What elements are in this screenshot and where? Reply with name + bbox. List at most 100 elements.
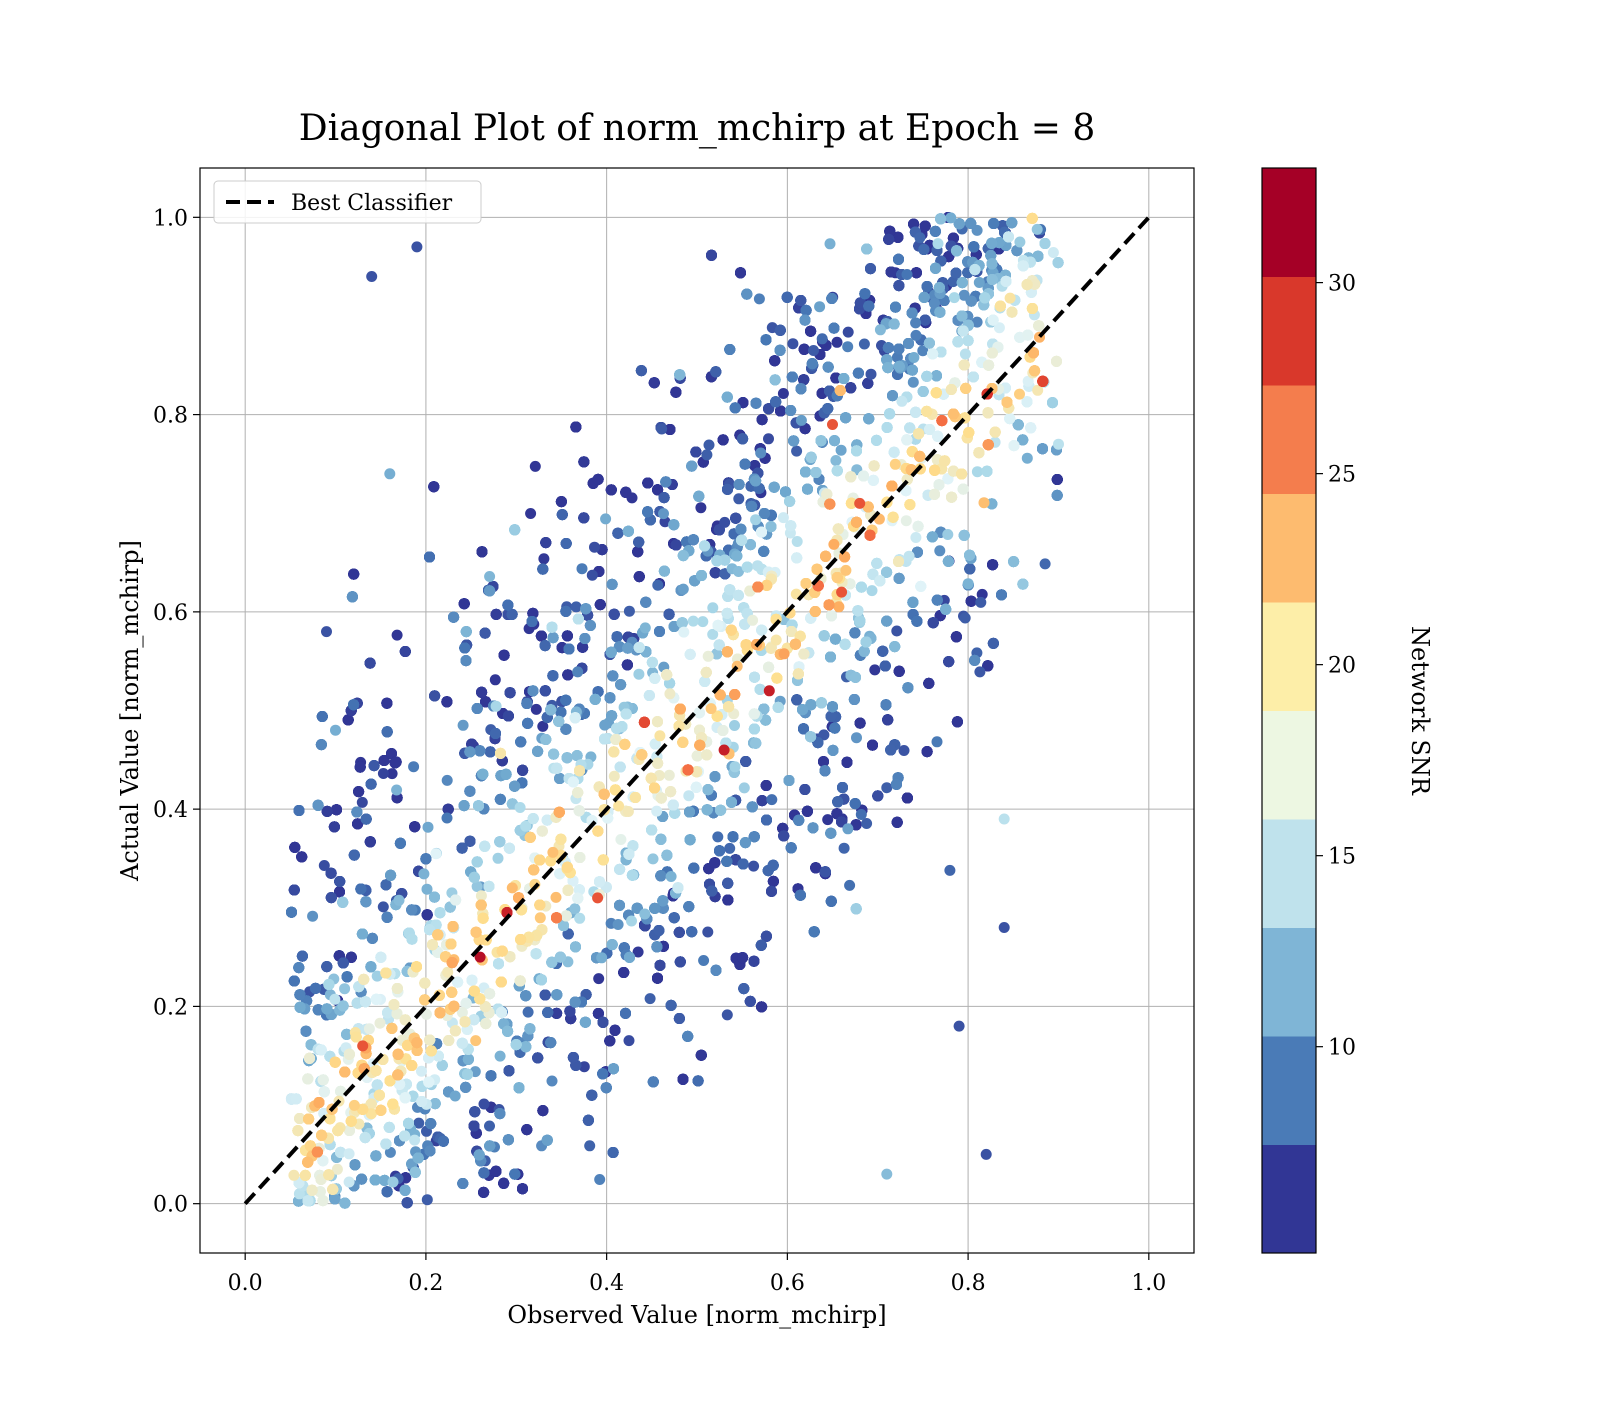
scatter-point [490,728,501,739]
scatter-point [910,317,921,328]
scatter-point [832,337,843,348]
scatter-point [795,890,806,901]
scatter-point [441,696,452,707]
scatter-point [738,859,749,870]
scatter-point [826,711,837,722]
scatter-point [294,805,305,816]
scatter-point [578,512,589,523]
scatter-point [670,387,681,398]
scatter-point [586,1090,597,1101]
scatter-point [886,267,897,278]
scatter-point [832,796,843,807]
scatter-point [988,218,999,229]
scatter-point [914,232,925,243]
scatter-point [688,863,699,874]
scatter-point [527,616,538,627]
scatter-point [562,630,573,641]
scatter-point [642,506,653,517]
scatter-point [459,598,470,609]
scatter-point [391,757,402,768]
scatter-point [892,817,903,828]
scatter-point [746,501,757,512]
scatter-point [348,699,359,710]
scatter-point [491,1166,502,1177]
scatter-point [920,221,931,232]
scatter-point [572,666,583,677]
scatter-point [476,687,487,698]
scatter-point [634,571,645,582]
scatter-point [981,1149,992,1160]
scatter-point [536,631,547,642]
scatter-point [690,447,701,458]
scatter-point [289,842,300,853]
scatter-point [530,461,541,472]
scatter-point [738,983,749,994]
scatter-point [960,613,971,624]
scatter-point [645,993,656,1004]
scatter-point [1040,558,1051,569]
scatter-point [480,628,491,639]
scatter-point [722,1009,733,1020]
scatter-point [799,784,810,795]
scatter-point [624,1035,635,1046]
scatter-point [540,537,551,548]
scatter-point [382,1186,393,1197]
scatter-point [822,403,833,414]
scatter-point [722,895,733,906]
scatter-point [817,333,828,344]
scatter-point [740,756,751,767]
scatter-point [355,762,366,773]
scatter-point [778,830,789,841]
scatter-point [714,845,725,856]
scatter-point [820,866,831,877]
scatter-point [666,1000,677,1011]
scatter-point [522,718,533,729]
scatter-point [693,1075,704,1086]
scatter-point [791,694,802,705]
scatter-point [865,263,876,274]
scatter-point [674,927,685,938]
scatter-point [540,640,551,651]
scatter-point [612,631,623,642]
scatter-point [654,626,665,637]
scatter-point [556,496,567,507]
scatter-point [911,616,922,627]
scatter-point [485,746,496,757]
scatter-point [598,1017,609,1028]
scatter-point [730,402,741,413]
scatter-point [557,509,568,520]
scatter-point [521,1124,532,1135]
scatter-point [338,958,349,969]
scatter-point [422,909,433,920]
scatter-point [702,927,713,938]
scatter-point [517,1183,528,1194]
scatter-point [893,280,904,291]
scatter-point [877,646,888,657]
scatter-point [632,546,643,557]
scatter-point [459,643,470,654]
scatter-point [540,990,551,1001]
scatter-point [297,951,308,962]
scatter-point [706,886,717,897]
scatter-point [718,434,729,445]
scatter-point [778,388,789,399]
scatter-point [756,940,767,951]
scatter-point [357,797,368,808]
scatter-point [560,606,571,617]
scatter-point [319,860,330,871]
scatter-point [782,292,793,303]
scatter-point [402,1197,413,1208]
scatter-point [893,344,904,355]
scatter-point [409,821,420,832]
scatter-point [923,678,934,689]
scatter-point [490,674,501,685]
scatter-point [542,1007,553,1018]
scatter-point [954,1021,965,1032]
scatter-point [698,955,709,966]
scatter-point [918,244,929,255]
scatter-point [633,537,644,548]
scatter-point [595,599,606,610]
scatter-point [701,449,712,460]
scatter-point [545,1037,556,1048]
